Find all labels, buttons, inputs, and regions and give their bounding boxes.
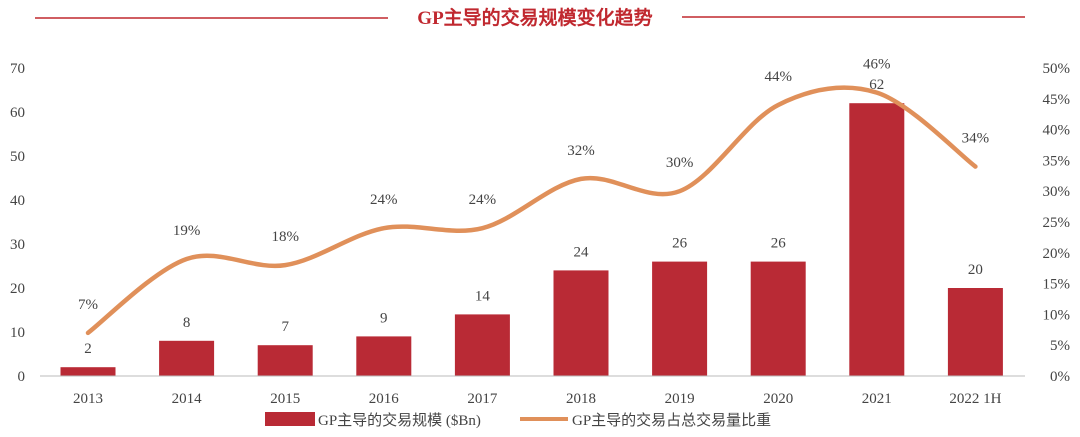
x-tick-label: 2020 [763, 391, 793, 407]
legend-bar-swatch [265, 412, 315, 426]
bar-data-label: 26 [672, 236, 688, 252]
x-tick-label: 2021 [862, 391, 892, 407]
right-y-tick-label: 25% [1043, 215, 1071, 231]
bar [947, 288, 1003, 376]
left-y-tick-label: 70 [10, 61, 25, 77]
left-y-tick-label: 0 [18, 369, 26, 385]
right-y-tick-label: 40% [1043, 123, 1071, 139]
bar [553, 270, 609, 376]
line-data-label: 34% [962, 131, 990, 147]
left-y-tick-label: 20 [10, 281, 25, 297]
bar [159, 340, 215, 376]
right-y-tick-label: 15% [1043, 277, 1071, 293]
right-y-tick-label: 30% [1043, 184, 1071, 200]
x-tick-label: 2016 [369, 391, 400, 407]
right-y-tick-label: 35% [1043, 153, 1071, 169]
x-tick-label: 2015 [270, 391, 300, 407]
bar-data-label: 24 [574, 244, 590, 260]
bar-data-label: 26 [771, 236, 787, 252]
right-y-tick-label: 0% [1050, 369, 1070, 385]
left-y-tick-label: 10 [10, 325, 25, 341]
bar-data-label: 8 [183, 315, 191, 331]
bar-data-label: 2 [84, 341, 92, 357]
line-data-label: 24% [370, 192, 398, 208]
bar [257, 345, 313, 376]
bar-data-label: 7 [281, 319, 289, 335]
legend-line-label: GP主导的交易占总交易量比重 [572, 411, 771, 429]
x-tick-label: 2013 [73, 391, 103, 407]
bar [849, 103, 905, 376]
left-y-tick-label: 30 [10, 237, 25, 253]
line-data-label: 7% [78, 297, 98, 313]
bar [652, 261, 708, 376]
share-line [85, 85, 978, 336]
line-data-label: 24% [469, 192, 497, 208]
right-y-tick-label: 50% [1043, 61, 1071, 77]
right-y-tick-label: 20% [1043, 246, 1071, 262]
bar-data-label: 9 [380, 310, 388, 326]
line-data-label: 18% [271, 229, 299, 245]
bar [454, 314, 510, 376]
left-y-tick-label: 60 [10, 105, 25, 121]
x-tick-label: 2017 [467, 391, 498, 407]
bar-data-label: 20 [968, 262, 983, 278]
line-data-label: 32% [567, 143, 595, 159]
bar-data-label: 62 [869, 77, 884, 93]
left-y-tick-label: 40 [10, 193, 25, 209]
x-tick-label: 2018 [566, 391, 596, 407]
line-data-label: 30% [666, 155, 694, 171]
x-tick-label: 2014 [172, 391, 203, 407]
bar-data-label: 14 [475, 288, 491, 304]
line-data-label: 19% [173, 223, 201, 239]
right-y-tick-label: 45% [1043, 92, 1071, 108]
right-y-tick-label: 10% [1043, 307, 1071, 323]
left-y-tick-label: 50 [10, 149, 25, 165]
x-tick-label: 2019 [665, 391, 695, 407]
bar [750, 261, 806, 376]
chart-title: GP主导的交易规模变化趋势 [417, 6, 652, 29]
line-data-label: 44% [764, 69, 792, 85]
bar [60, 367, 116, 376]
legend-bar-label: GP主导的交易规模 ($Bn) [318, 411, 481, 429]
line-data-label: 46% [863, 57, 891, 73]
right-y-tick-label: 5% [1050, 338, 1070, 354]
x-tick-label: 2022 1H [949, 391, 1001, 407]
bar [356, 336, 412, 376]
